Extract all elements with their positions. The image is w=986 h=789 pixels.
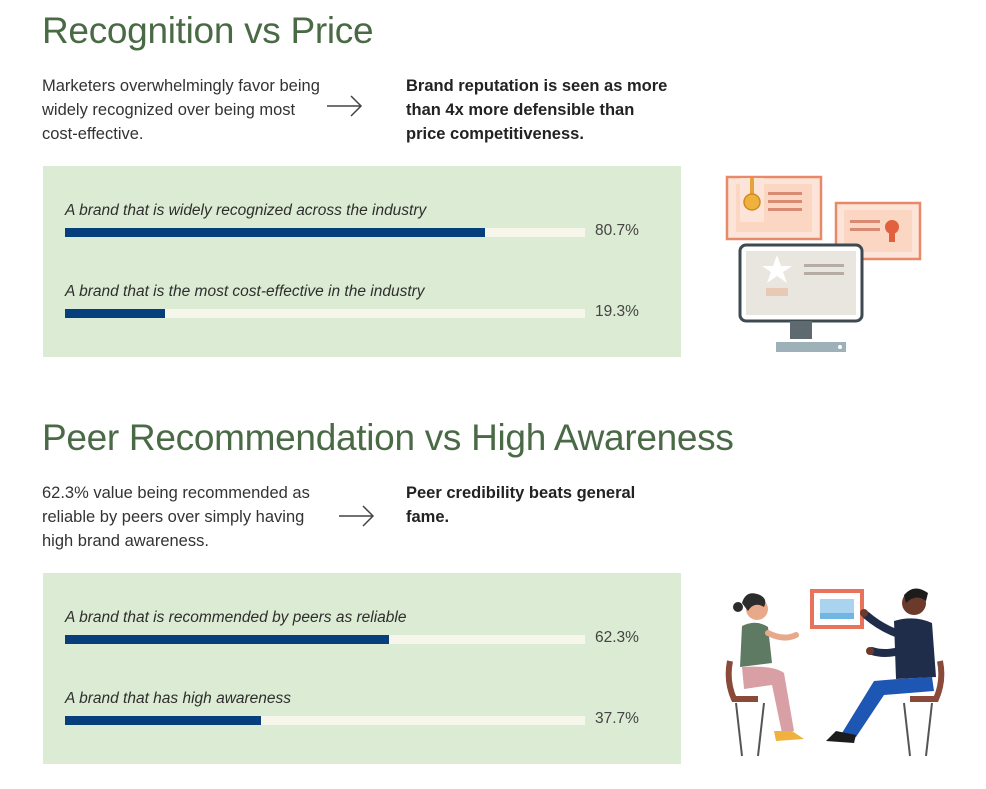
bar-value-label: 80.7% — [595, 222, 639, 239]
certificate-monitor-illustration — [725, 175, 922, 352]
bar-track — [65, 228, 585, 237]
section-description: 62.3% value being recommended as reliabl… — [42, 484, 310, 550]
bar-value-label: 37.7% — [595, 710, 639, 727]
bar-value-label: 62.3% — [595, 629, 639, 646]
two-people-meeting-illustration — [725, 588, 945, 757]
bar-chart-panel: A brand that is widely recognized across… — [43, 166, 681, 357]
section-title: Recognition vs Price — [42, 10, 374, 51]
bar-chart-panel: A brand that is recommended by peers as … — [43, 573, 681, 764]
section-callout: Brand reputation is seen as more than 4x… — [406, 77, 668, 143]
bar-track — [65, 309, 585, 318]
section-title: Peer Recommendation vs High Awareness — [42, 417, 734, 458]
bar-label: A brand that is widely recognized across… — [65, 202, 427, 219]
bar-track — [65, 635, 585, 644]
bar-label: A brand that is recommended by peers as … — [65, 609, 407, 626]
bar-fill — [65, 309, 166, 318]
section-callout: Peer credibility beats general fame. — [406, 484, 636, 526]
section-description: Marketers overwhelmingly favor being wid… — [42, 77, 320, 143]
bar-track — [65, 716, 585, 725]
arrow-right-icon — [327, 95, 363, 117]
bar-fill — [65, 635, 389, 644]
bar-label: A brand that has high awareness — [65, 690, 292, 707]
bar-label: A brand that is the most cost-effective … — [65, 283, 425, 300]
bar-fill — [65, 716, 262, 725]
bar-fill — [65, 228, 485, 237]
bar-value-label: 19.3% — [595, 303, 639, 320]
arrow-right-icon — [339, 505, 375, 527]
